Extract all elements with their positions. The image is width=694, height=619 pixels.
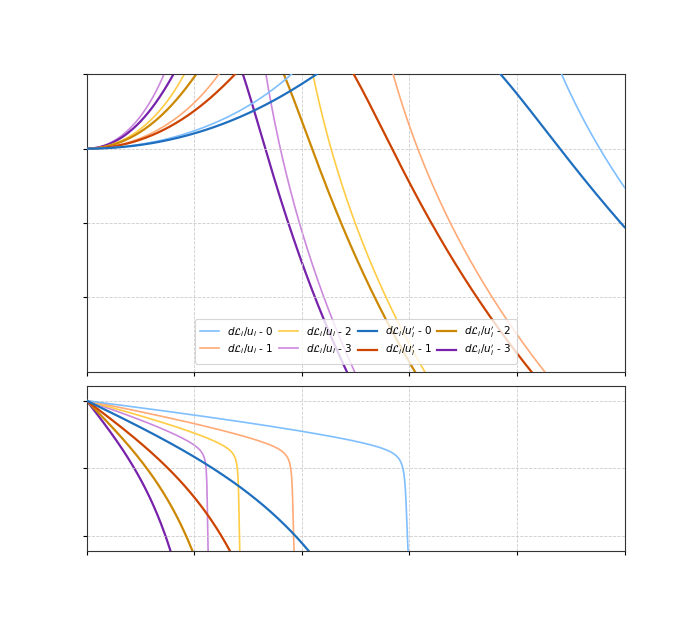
Legend: $d\mathcal{L}_i/u_i$ - 0, $d\mathcal{L}_i/u_i$ - 1, $d\mathcal{L}_i/u_i$ - 2, $d: $d\mathcal{L}_i/u_i$ - 0, $d\mathcal{L}_… [194, 319, 517, 363]
